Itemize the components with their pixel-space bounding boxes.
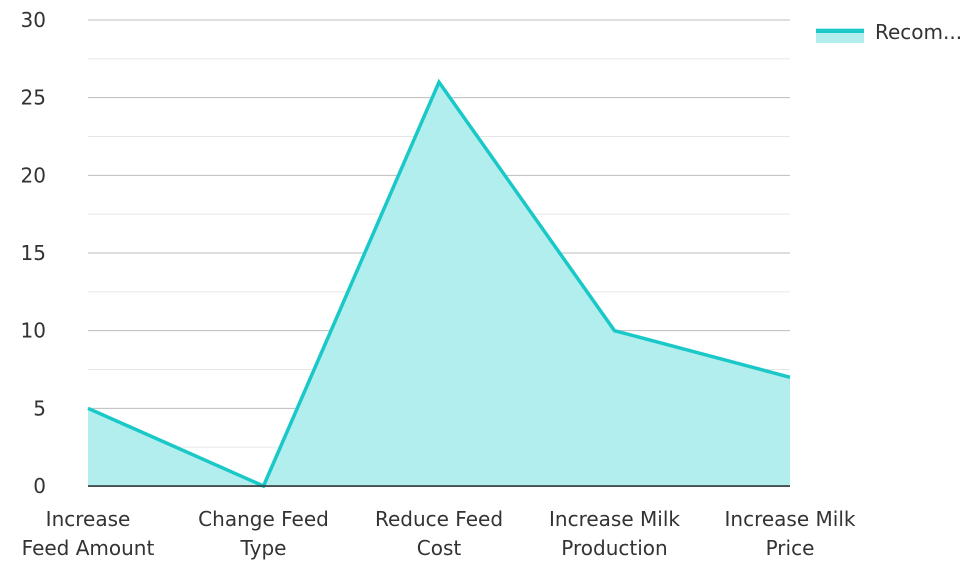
y-tick-label: 30 bbox=[21, 8, 46, 32]
series-area-fill bbox=[88, 82, 790, 486]
legend[interactable]: Recom... bbox=[816, 20, 962, 44]
y-axis: 0 5 10 15 20 25 30 bbox=[21, 8, 46, 498]
series-area-group bbox=[88, 82, 790, 486]
y-tick-label: 0 bbox=[33, 474, 46, 498]
y-tick-label: 25 bbox=[21, 86, 46, 110]
y-tick-label: 5 bbox=[33, 396, 46, 420]
y-tick-label: 10 bbox=[21, 319, 46, 343]
y-tick-label: 20 bbox=[21, 163, 46, 187]
legend-label: Recom... bbox=[875, 20, 962, 44]
y-tick-label: 15 bbox=[21, 241, 46, 265]
